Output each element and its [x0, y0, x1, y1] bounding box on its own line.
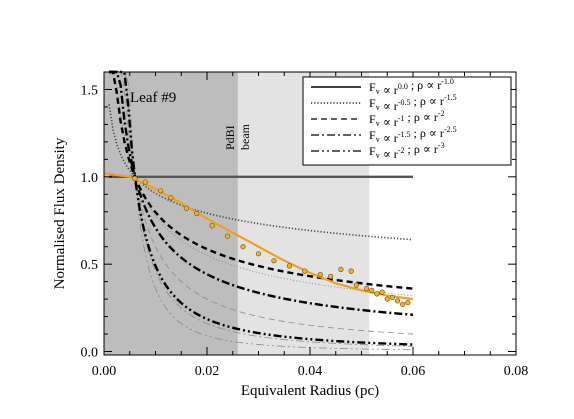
- data-point: [369, 287, 375, 293]
- data-point: [338, 266, 344, 273]
- faint-curve-4: [110, 71, 414, 351]
- data-point: [168, 195, 174, 201]
- legend-label-2: Fv ∝ r-1 ; ρ ∝ r-2: [369, 109, 445, 129]
- data-point: [374, 291, 380, 297]
- observed-fit-curve: [103, 172, 414, 301]
- beam-label-line1: PdBI: [223, 125, 237, 150]
- data-point: [255, 251, 262, 257]
- shaded-region-0: [104, 72, 238, 355]
- data-point: [194, 210, 200, 217]
- data-point: [209, 223, 215, 229]
- y-tick-label: 1.5: [81, 83, 99, 98]
- data-point: [132, 175, 138, 182]
- faint-model-curves: [110, 71, 414, 351]
- data-point: [364, 286, 370, 292]
- x-tick-label: 0.08: [504, 364, 529, 379]
- legend-box: [302, 76, 512, 166]
- data-point: [240, 244, 246, 250]
- x-tick-label: 0.04: [298, 364, 323, 379]
- y-tick-label: 0.5: [81, 258, 99, 273]
- data-point: [302, 268, 308, 274]
- data-point: [142, 179, 148, 185]
- data-points: [132, 175, 411, 307]
- model-curve-3: [109, 70, 414, 317]
- y-tick-label: 0.0: [81, 346, 99, 361]
- data-point: [158, 188, 164, 194]
- faint-curve-1: [110, 71, 414, 296]
- data-point: [405, 299, 411, 306]
- model-curve-2: [109, 70, 414, 290]
- model-curves: [108, 70, 414, 346]
- model-curve-4: [109, 70, 414, 346]
- data-point: [225, 233, 231, 239]
- legend-label-4: Fv ∝ r-2 ; ρ ∝ r-3: [369, 141, 445, 161]
- model-curve-1: [108, 104, 414, 241]
- data-point: [353, 282, 359, 288]
- data-point: [394, 298, 401, 304]
- beam-label-line2: beam: [238, 123, 252, 150]
- data-point: [389, 294, 396, 300]
- legend-label-0: Fv ∝ r0.0 ; ρ ∝ r-1.0: [369, 77, 454, 97]
- data-point: [400, 301, 406, 307]
- legend-label-1: Fv ∝ r-0.5 ; ρ ∝ r-1.5: [369, 93, 457, 113]
- data-point: [348, 268, 354, 274]
- legend: Fv ∝ r0.0 ; ρ ∝ r-1.0Fv ∝ r-0.5 ; ρ ∝ r-…: [302, 76, 512, 166]
- faint-curve-3: [110, 71, 414, 347]
- data-point: [317, 272, 323, 278]
- y-tick-label: 1.0: [81, 171, 99, 186]
- x-tick-label: 0.06: [401, 364, 426, 379]
- data-point: [286, 263, 293, 269]
- faint-curve-2: [110, 71, 414, 335]
- fit-line: [103, 172, 414, 301]
- x-tick-label: 0.02: [195, 364, 220, 379]
- data-point: [328, 273, 334, 279]
- data-point: [379, 289, 385, 295]
- data-point: [271, 258, 277, 264]
- legend-label-3: Fv ∝ r-1.5 ; ρ ∝ r-2.5: [369, 125, 457, 145]
- x-axis-label: Equivalent Radius (pc): [241, 383, 379, 399]
- data-point: [183, 205, 189, 211]
- leaf-annotation: Leaf #9: [130, 90, 176, 106]
- axis-ticks: [103, 72, 517, 355]
- tick-labels: 0.00 0.02 0.04 0.06 0.08 0.0 0.5 1.0 1.5: [81, 83, 529, 379]
- data-point: [384, 296, 390, 302]
- x-tick-label: 0.00: [92, 364, 117, 379]
- y-axis-label: Normalised Flux Density: [52, 137, 68, 289]
